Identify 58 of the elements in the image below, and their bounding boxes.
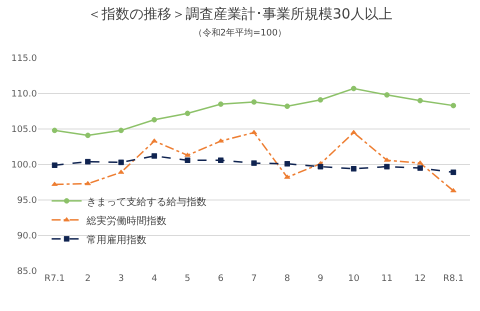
point: [284, 104, 290, 110]
point: [152, 153, 158, 159]
point: [318, 164, 324, 170]
chart-subtitle: （令和2年平均=100）: [193, 28, 287, 39]
point: [85, 158, 91, 164]
x-tick-label: 4: [151, 274, 158, 284]
chart-title: ＜指数の推移＞調査産業計･事業所規模30人以上: [88, 6, 392, 23]
point: [118, 160, 124, 166]
x-tick-label: R7.1: [44, 274, 65, 284]
y-tick-label: 100.0: [11, 160, 38, 171]
point: [384, 92, 390, 98]
point: [251, 160, 257, 166]
x-tick-label: 7: [251, 274, 257, 284]
point: [450, 170, 456, 176]
point: [85, 132, 91, 138]
y-tick-label: 85.0: [16, 267, 38, 278]
y-tick-label: 115.0: [11, 54, 38, 64]
point: [152, 117, 158, 123]
point: [218, 138, 224, 143]
x-tick-label: 3: [118, 274, 124, 284]
point: [318, 97, 324, 103]
point: [52, 162, 58, 168]
y-tick-label: 110.0: [11, 90, 38, 100]
x-tick-label: 5: [184, 274, 190, 284]
legend-label: きまって支給する給与指数: [86, 196, 207, 208]
point: [218, 101, 224, 107]
x-tick-label: 10: [348, 274, 360, 284]
y-tick-label: 95.0: [16, 196, 38, 206]
point: [218, 157, 224, 163]
x-tick-label: 2: [84, 274, 91, 284]
x-tick-label: 8: [284, 274, 290, 284]
legend-label: 総実労働時間指数: [86, 214, 167, 227]
point: [417, 165, 423, 171]
y-tick-label: 105.0: [11, 125, 38, 136]
x-tick-label: 9: [318, 274, 324, 284]
point: [350, 130, 357, 134]
point: [151, 138, 158, 143]
point: [417, 160, 424, 165]
point: [417, 98, 423, 104]
point: [284, 161, 290, 167]
y-tick-label: 90.0: [16, 232, 38, 242]
point: [184, 157, 190, 163]
point: [52, 128, 58, 134]
legend-label: 常用雇用指数: [86, 234, 147, 246]
point: [384, 164, 390, 170]
point: [350, 86, 356, 92]
point: [384, 157, 390, 162]
x-tick-label: R8.1: [443, 274, 464, 284]
x-tick-label: 12: [414, 274, 426, 284]
point: [350, 166, 356, 172]
x-tick-label: 11: [381, 274, 393, 284]
x-tick-label: 6: [218, 274, 224, 284]
point: [250, 130, 258, 134]
point: [118, 128, 124, 134]
point: [184, 110, 190, 116]
point: [450, 102, 456, 108]
point: [84, 180, 91, 186]
point: [251, 99, 257, 105]
